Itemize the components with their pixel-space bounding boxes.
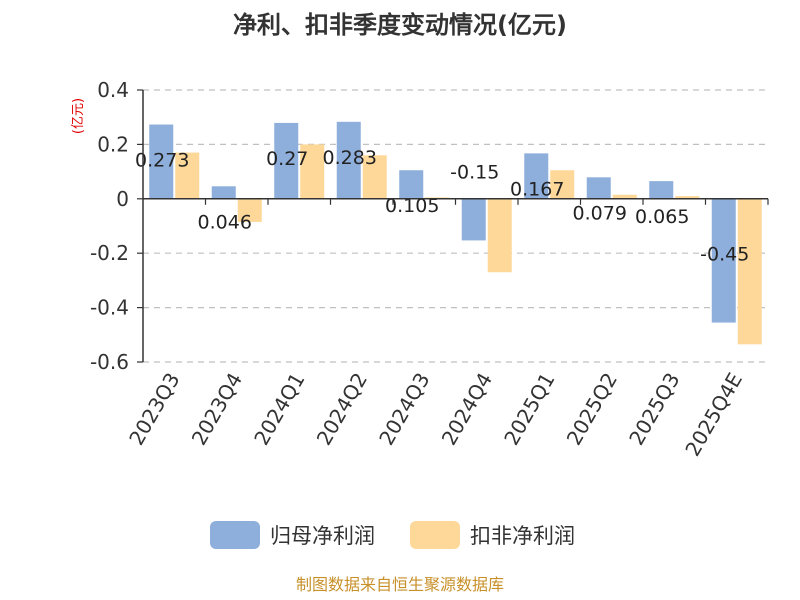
x-tick-label: 2025Q2	[562, 369, 622, 450]
bar-series2[interactable]	[550, 170, 575, 199]
footer-source: 制图数据来自恒生聚源数据库	[296, 575, 504, 594]
x-tick-label: 2025Q3	[624, 369, 684, 450]
bar-series1[interactable]	[336, 121, 361, 199]
bar-series2[interactable]	[362, 155, 387, 199]
y-tick-label: -0.2	[90, 241, 129, 265]
x-tick-label: 2024Q3	[374, 369, 434, 450]
data-labels: 0.273 0.046 0.27 0.283 0.105 -0.15 0.167 0.079 0…	[135, 147, 749, 266]
data-label: 0.065	[635, 206, 689, 228]
bar-series2[interactable]	[487, 198, 512, 273]
bar-series1[interactable]	[399, 170, 424, 199]
data-label: -0.45	[700, 244, 749, 266]
bar-series2[interactable]	[737, 198, 762, 345]
bar-series1[interactable]	[586, 177, 611, 199]
grid-lines	[143, 89, 768, 363]
chart-title: 净利、扣非季度变动情况(亿元)	[233, 11, 567, 39]
x-tick-label: 2025Q4E	[680, 369, 747, 461]
legend-label-series2[interactable]: 扣非净利润	[470, 524, 575, 548]
x-tick-label: 2023Q4	[187, 369, 247, 450]
x-tick-label: 2023Q3	[124, 369, 184, 450]
bar-series1[interactable]	[711, 198, 736, 323]
legend-label-series1[interactable]: 归母净利润	[270, 524, 375, 548]
y-tick-label: 0.2	[97, 132, 129, 156]
bars	[149, 121, 762, 345]
legend[interactable]: 归母净利润 扣非净利润	[210, 521, 575, 549]
y-tick-label: 0.4	[97, 78, 129, 102]
y-tick-label: -0.4	[90, 296, 129, 320]
bar-series2[interactable]	[300, 144, 325, 199]
legend-swatch-series1[interactable]	[210, 521, 260, 549]
unit-label: (亿元)	[71, 98, 86, 134]
data-label: 0.046	[198, 211, 252, 233]
data-label: 0.105	[385, 195, 439, 217]
legend-swatch-series2[interactable]	[410, 521, 460, 549]
bar-series1[interactable]	[211, 186, 236, 199]
data-label: 0.079	[573, 202, 627, 224]
data-label: -0.15	[450, 161, 499, 183]
bar-series2[interactable]	[175, 152, 200, 199]
data-label: 0.167	[510, 178, 564, 200]
data-label: 0.27	[266, 148, 308, 170]
bar-series1[interactable]	[149, 124, 174, 199]
x-tick-label: 2025Q1	[499, 369, 559, 450]
bar-series1[interactable]	[649, 181, 674, 199]
y-tick-label: -0.6	[90, 350, 129, 374]
x-tick-label: 2024Q1	[249, 369, 309, 450]
bar-series2[interactable]	[612, 194, 637, 199]
x-tick-label: 2024Q4	[437, 369, 497, 450]
bar-series1[interactable]	[524, 153, 549, 199]
y-tick-label: 0	[116, 187, 129, 211]
axes	[137, 89, 769, 363]
x-tick-label: 2024Q2	[312, 369, 372, 450]
bar-series2[interactable]	[237, 198, 262, 222]
data-label: 0.283	[323, 147, 377, 169]
bar-series1[interactable]	[461, 198, 486, 241]
data-label: 0.273	[135, 150, 189, 172]
bar-series2[interactable]	[675, 196, 700, 199]
bar-series1[interactable]	[274, 122, 299, 199]
